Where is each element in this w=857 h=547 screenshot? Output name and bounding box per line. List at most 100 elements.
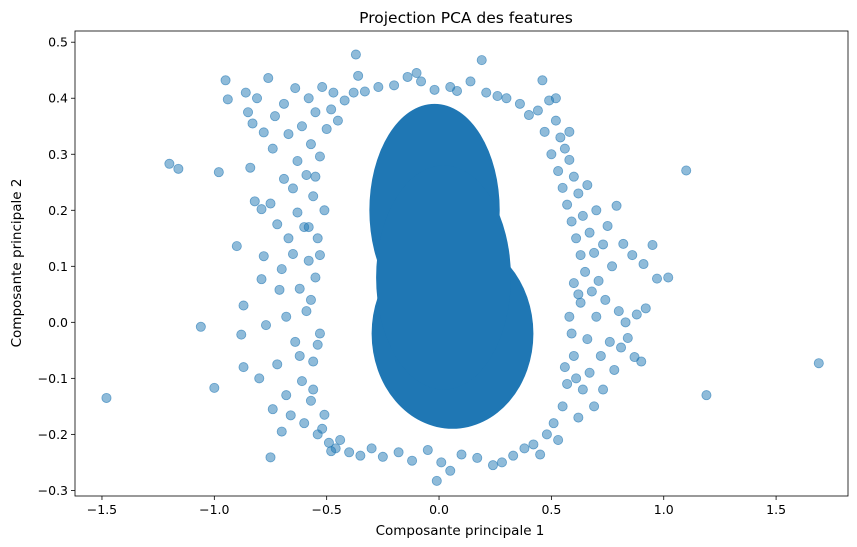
- scatter-point: [305, 139, 316, 150]
- scatter-point: [571, 233, 582, 244]
- scatter-point: [611, 200, 622, 211]
- scatter-point: [591, 205, 602, 216]
- scatter-point: [290, 336, 301, 347]
- scatter-point: [555, 132, 566, 143]
- scatter-point: [294, 350, 305, 361]
- scatter-point: [326, 446, 337, 457]
- scatter-point: [299, 418, 310, 429]
- scatter-point: [353, 70, 364, 81]
- scatter-point: [276, 426, 287, 437]
- scatter-point: [272, 219, 283, 230]
- scatter-point: [301, 306, 312, 317]
- scatter-point: [247, 118, 258, 129]
- scatter-point: [589, 401, 600, 412]
- scatter-point: [514, 98, 525, 109]
- scatter-point: [559, 362, 570, 373]
- x-tick-label: 0.0: [429, 502, 449, 517]
- scatter-point: [402, 71, 413, 82]
- scatter-point: [647, 240, 658, 251]
- scatter-point: [355, 450, 366, 461]
- scatter-point: [256, 274, 267, 285]
- scatter-point: [261, 320, 272, 331]
- scatter-point: [631, 309, 642, 320]
- y-axis: −0.3 −0.2 −0.1 0.0 0.1 0.2 0.3 0.4 0.5: [38, 35, 75, 498]
- scatter-point: [344, 447, 355, 458]
- scatter-point: [627, 250, 638, 261]
- scatter-point: [559, 143, 570, 154]
- scatter-point: [296, 376, 307, 387]
- scatter-point: [613, 306, 624, 317]
- scatter-point: [595, 350, 606, 361]
- scatter-point: [573, 188, 584, 199]
- scatter-point: [407, 455, 418, 466]
- scatter-point: [312, 233, 323, 244]
- scatter-point: [321, 124, 332, 135]
- scatter-point: [317, 423, 328, 434]
- scatter-point: [573, 412, 584, 423]
- scatter-point: [575, 297, 586, 308]
- scatter-point: [445, 465, 456, 476]
- scatter-point: [303, 222, 314, 233]
- scatter-point: [209, 382, 220, 393]
- y-tick-label: −0.1: [38, 371, 68, 386]
- scatter-point: [584, 227, 595, 238]
- scatter-point: [173, 163, 184, 174]
- scatter-point: [557, 182, 568, 193]
- scatter-point: [436, 457, 447, 468]
- scatter-point: [287, 183, 298, 194]
- scatter-point: [276, 264, 287, 275]
- scatter-point: [586, 286, 597, 297]
- scatter-point: [319, 409, 330, 420]
- scatter-point: [373, 82, 384, 93]
- scatter-point: [431, 475, 442, 486]
- scatter-point: [292, 155, 303, 166]
- x-tick-label: −0.5: [311, 502, 341, 517]
- scatter-point: [274, 284, 285, 295]
- scatter-point: [249, 196, 260, 207]
- scatter-point: [265, 452, 276, 463]
- scatter-point: [472, 452, 483, 463]
- scatter-point: [548, 418, 559, 429]
- scatter-point: [584, 367, 595, 378]
- scatter-point: [618, 238, 629, 249]
- scatter-point: [285, 410, 296, 421]
- scatter-points: [101, 49, 824, 486]
- x-tick-label: 1.0: [654, 502, 674, 517]
- scatter-point: [294, 283, 305, 294]
- scatter-point: [476, 55, 487, 66]
- scatter-point: [550, 93, 561, 104]
- scatter-point: [575, 250, 586, 261]
- scatter-point: [566, 328, 577, 339]
- scatter-point: [609, 364, 620, 375]
- scatter-point: [651, 273, 662, 284]
- scatter-point: [523, 110, 534, 121]
- scatter-point: [195, 321, 206, 332]
- scatter-point: [303, 93, 314, 104]
- scatter-point: [501, 93, 512, 104]
- scatter-point: [591, 311, 602, 322]
- scatter-point: [314, 250, 325, 261]
- scatter-point: [562, 199, 573, 210]
- x-axis-label: Composante principale 1: [376, 523, 545, 539]
- scatter-point: [580, 266, 591, 277]
- scatter-point: [258, 251, 269, 262]
- scatter-point: [278, 98, 289, 109]
- scatter-point: [564, 126, 575, 137]
- scatter-point: [252, 93, 263, 104]
- scatter-point: [377, 451, 388, 462]
- scatter-point: [564, 311, 575, 322]
- scatter-point: [577, 384, 588, 395]
- scatter-point: [314, 328, 325, 339]
- scatter-point: [335, 434, 346, 445]
- scatter-point: [231, 241, 242, 252]
- scatter-point: [492, 90, 503, 101]
- scatter-point: [281, 311, 292, 322]
- scatter-point: [535, 449, 546, 460]
- scatter-point: [281, 390, 292, 401]
- y-tick-label: 0.5: [48, 35, 68, 50]
- x-tick-label: −1.0: [199, 502, 229, 517]
- scatter-point: [308, 356, 319, 367]
- plot-frame: [74, 30, 849, 497]
- scatter-point: [411, 68, 422, 79]
- scatter-point: [258, 127, 269, 138]
